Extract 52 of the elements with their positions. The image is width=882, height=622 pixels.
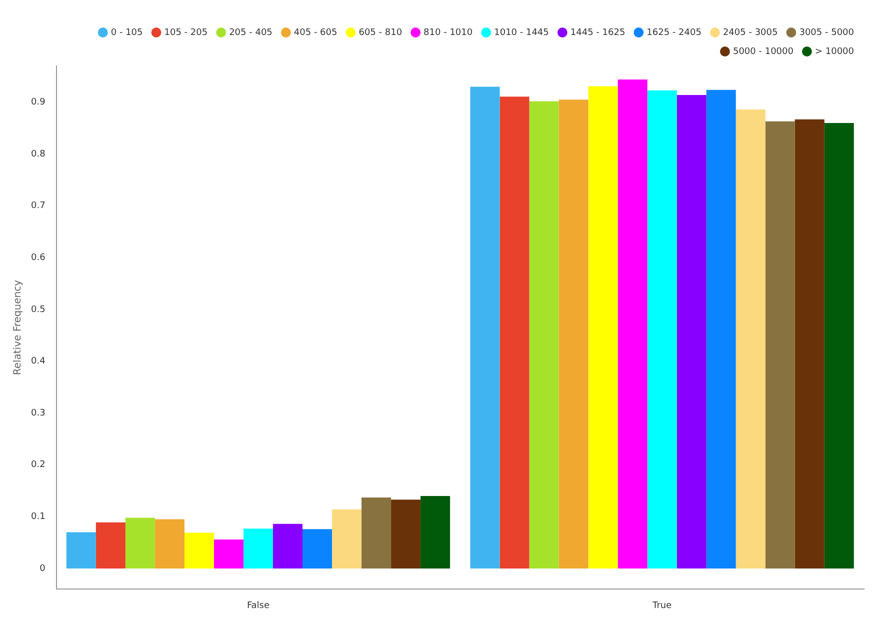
bar	[736, 110, 766, 568]
bar	[824, 122, 854, 568]
legend-label: 605 - 810	[358, 28, 402, 38]
bar	[676, 95, 706, 568]
bar	[391, 500, 421, 568]
x-tick-label: False	[246, 600, 270, 611]
bar	[618, 79, 648, 568]
bar	[302, 529, 332, 568]
legend-label: 0 - 105	[110, 28, 143, 38]
y-tick-label: 0.6	[30, 253, 46, 264]
bar	[272, 524, 302, 568]
legend-label: 105 - 205	[164, 28, 208, 38]
bar	[765, 121, 795, 568]
y-tick-label: 0.1	[30, 512, 46, 522]
y-tick-label: 0.7	[30, 201, 46, 212]
legend-label: 1445 - 1625	[570, 28, 626, 38]
x-tick-label: True	[652, 600, 672, 611]
bar	[125, 518, 155, 568]
bar	[500, 96, 530, 568]
bar	[706, 90, 736, 568]
y-tick-label: 0.2	[30, 460, 46, 470]
y-tick-label: 0.4	[30, 356, 46, 367]
bar	[470, 86, 500, 568]
y-tick-label: 0	[40, 564, 46, 574]
bar	[96, 522, 126, 568]
y-tick-label: 0.9	[30, 98, 46, 108]
legend-label: 205 - 405	[229, 28, 272, 38]
bar	[588, 86, 618, 568]
bar	[362, 498, 392, 568]
legend-label: 405 - 605	[294, 28, 338, 38]
legend-label: 1625 - 2405	[646, 28, 702, 38]
legend-label: 2405 - 3005	[722, 28, 778, 38]
y-tick-label: 0.3	[30, 408, 46, 418]
bar	[420, 496, 450, 568]
bar	[243, 528, 273, 568]
bar	[647, 90, 677, 568]
bar	[66, 532, 96, 568]
bar	[184, 532, 214, 568]
bar	[154, 519, 184, 568]
bar	[558, 100, 588, 568]
bar	[332, 509, 362, 568]
bar	[214, 539, 244, 568]
bar	[794, 119, 824, 568]
y-tick-label: 0.5	[30, 304, 46, 315]
legend-label: 5000 - 10000	[732, 46, 794, 57]
bar	[529, 101, 559, 568]
legend-label: 3005 - 5000	[799, 28, 854, 38]
y-axis-title: Relative Frequency	[12, 280, 24, 376]
legend-label: 810 - 1010	[424, 28, 473, 38]
y-tick-label: 0.8	[30, 149, 46, 160]
legend-label: 1010 - 1445	[494, 28, 549, 38]
legend-label: > 10000	[814, 46, 854, 57]
